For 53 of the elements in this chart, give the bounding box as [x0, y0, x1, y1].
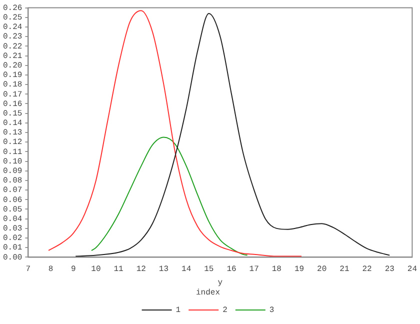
x-tick-label: 22 [362, 265, 372, 274]
x-tick-label: 16 [226, 265, 236, 274]
x-tick-label: 17 [249, 265, 260, 274]
y-tick-label: 0.00 [3, 253, 22, 262]
y-tick-label: 0.07 [3, 186, 22, 196]
y-tick-label: 0.10 [3, 157, 22, 166]
x-tick-label: 18 [272, 265, 282, 274]
y-tick-label: 0.13 [3, 128, 22, 138]
x-tick-label: 24 [407, 265, 418, 274]
y-tick-label: 0.12 [3, 138, 22, 148]
y-tick-label: 0.02 [3, 234, 22, 244]
y-tick-label: 0.20 [3, 61, 22, 70]
y-tick-label: 0.16 [3, 100, 22, 109]
x-tick-label: 10 [91, 265, 101, 274]
line-series [48, 10, 302, 257]
y-tick-label: 0.11 [3, 148, 22, 157]
x-tick-label: 15 [204, 265, 214, 274]
y-tick-label: 0.21 [3, 52, 22, 61]
y-tick-label: 0.26 [3, 4, 22, 13]
y-tick-label: 0.06 [3, 196, 22, 205]
x-tick-label: 14 [182, 265, 192, 274]
y-tick-label: 0.03 [3, 224, 22, 234]
x-tick-label: 13 [158, 265, 169, 274]
x-tick-label: 8 [48, 265, 54, 274]
y-tick-label: 0.04 [3, 214, 22, 224]
y-tick-label: 0.14 [3, 119, 22, 128]
y-tick-label: 0.24 [3, 23, 22, 32]
x-tick-label: 12 [136, 265, 146, 274]
x-tick-label: 9 [70, 265, 76, 274]
y-tick-label: 0.23 [3, 32, 22, 42]
line-series [75, 13, 390, 257]
y-tick-label: 0.19 [3, 71, 22, 80]
legend-label: 3 [269, 306, 274, 316]
x-tick-label: 21 [340, 265, 350, 274]
y-tick-label: 0.08 [3, 176, 22, 186]
x-axis-title: y [218, 278, 223, 288]
x-tick-label: 20 [317, 265, 327, 274]
x-tick-label: 19 [294, 265, 304, 274]
y-tick-label: 0.15 [3, 109, 22, 118]
legend-label: 1 [176, 306, 181, 316]
y-tick-label: 0.05 [3, 205, 22, 214]
line-series [90, 136, 248, 256]
y-tick-label: 0.22 [3, 42, 22, 52]
x-tick-label: 7 [26, 265, 31, 274]
y-tick-label: 0.25 [3, 14, 22, 23]
x-tick-label: 23 [384, 265, 395, 274]
y-tick-label: 0.18 [3, 80, 22, 90]
legend-title: index [196, 288, 220, 298]
y-tick-label: 0.17 [3, 90, 22, 100]
x-tick-label: 11 [114, 265, 124, 274]
y-tick-label: 0.01 [3, 244, 22, 253]
y-tick-label: 0.09 [3, 166, 22, 176]
legend-label: 2 [222, 306, 228, 316]
